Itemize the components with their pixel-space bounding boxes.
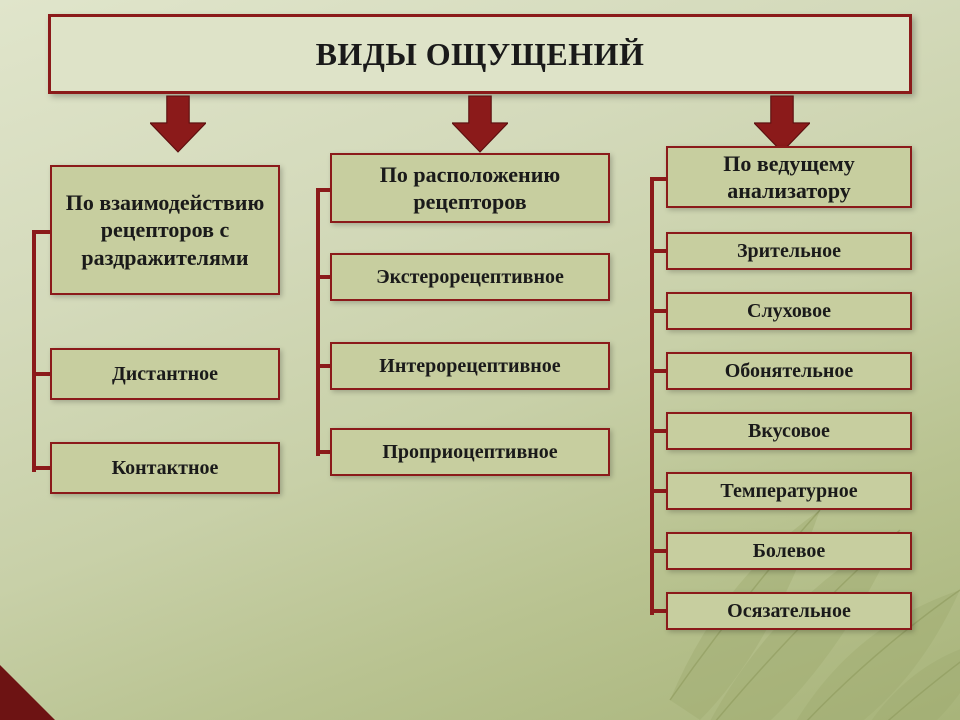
column-header-label: По взаимодействию рецепторов с раздражит… — [60, 189, 270, 272]
connector-horizontal — [32, 230, 50, 234]
down-arrow-icon — [754, 95, 810, 153]
column-header-label: По расположению рецепторов — [340, 161, 600, 216]
connector-horizontal — [316, 364, 330, 368]
item-label: Вкусовое — [748, 420, 830, 443]
connector-vertical — [32, 230, 36, 472]
connector-horizontal — [650, 429, 666, 433]
item-label: Экстерорецептивное — [376, 266, 564, 289]
item-label: Интерорецептивное — [379, 355, 560, 378]
item-label: Температурное — [720, 480, 857, 503]
item-label: Зрительное — [737, 240, 841, 263]
item-label: Контактное — [112, 457, 219, 480]
column-header: По расположению рецепторов — [330, 153, 610, 223]
connector-horizontal — [32, 372, 50, 376]
item-node: Температурное — [666, 472, 912, 510]
connector-horizontal — [650, 549, 666, 553]
item-label: Слуховое — [747, 300, 831, 323]
column-header: По ведущему анализатору — [666, 146, 912, 208]
item-label: Проприоцептивное — [382, 441, 557, 464]
item-node: Вкусовое — [666, 412, 912, 450]
connector-horizontal — [316, 275, 330, 279]
item-node: Слуховое — [666, 292, 912, 330]
item-node: Осязательное — [666, 592, 912, 630]
item-node: Контактное — [50, 442, 280, 494]
connector-horizontal — [650, 609, 666, 613]
item-label: Дистантное — [112, 363, 218, 386]
connector-horizontal — [650, 489, 666, 493]
item-node: Зрительное — [666, 232, 912, 270]
item-node: Болевое — [666, 532, 912, 570]
title-box: ВИДЫ ОЩУЩЕНИЙ — [48, 14, 912, 94]
item-node: Интерорецептивное — [330, 342, 610, 390]
connector-horizontal — [650, 369, 666, 373]
item-node: Экстерорецептивное — [330, 253, 610, 301]
item-node: Проприоцептивное — [330, 428, 610, 476]
column-header: По взаимодействию рецепторов с раздражит… — [50, 165, 280, 295]
item-node: Дистантное — [50, 348, 280, 400]
connector-horizontal — [650, 249, 666, 253]
item-node: Обонятельное — [666, 352, 912, 390]
item-label: Болевое — [753, 540, 826, 563]
connector-horizontal — [650, 177, 666, 181]
connector-horizontal — [316, 450, 330, 454]
title-text: ВИДЫ ОЩУЩЕНИЙ — [316, 36, 645, 73]
down-arrow-icon — [150, 95, 206, 153]
corner-accent — [0, 665, 55, 720]
down-arrow-icon — [452, 95, 508, 153]
item-label: Осязательное — [727, 600, 851, 623]
connector-horizontal — [32, 466, 50, 470]
column-header-label: По ведущему анализатору — [676, 150, 902, 205]
item-label: Обонятельное — [725, 360, 854, 383]
connector-horizontal — [650, 309, 666, 313]
connector-horizontal — [316, 188, 330, 192]
connector-vertical — [316, 188, 320, 456]
